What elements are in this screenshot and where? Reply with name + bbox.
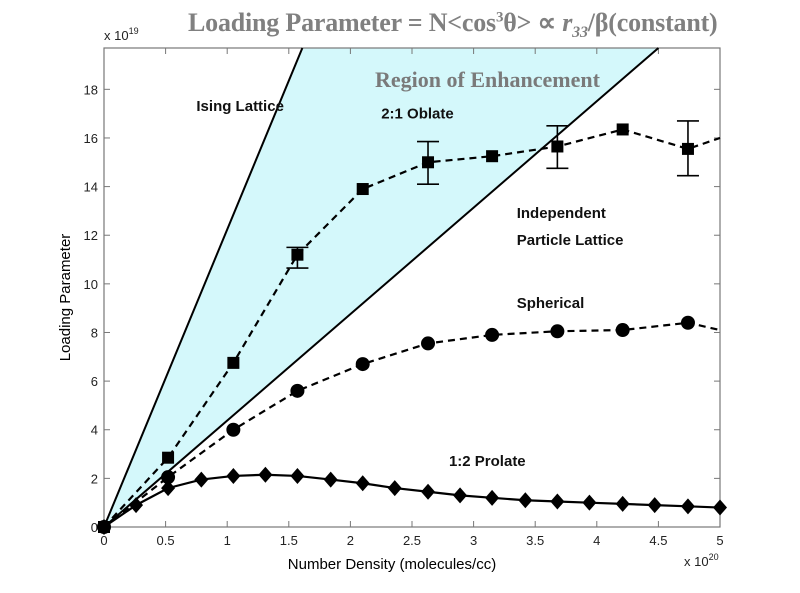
- annotation-2-1-oblate: 2:1 Oblate: [381, 106, 454, 123]
- circle-marker: [355, 357, 370, 372]
- square-marker: [291, 248, 304, 261]
- square-marker: [486, 150, 499, 163]
- y-axis-label: Loading Parameter: [57, 234, 74, 362]
- circle-marker: [226, 422, 241, 437]
- y-tick-label: 16: [84, 131, 98, 146]
- diamond-marker: [194, 471, 209, 488]
- square-marker: [551, 140, 564, 153]
- annotation-independent: Independent: [517, 205, 606, 222]
- circle-marker: [615, 323, 630, 338]
- annotation-spherical: Spherical: [517, 295, 585, 312]
- diamond-marker: [485, 489, 500, 506]
- x-multiplier: x 1020: [684, 552, 719, 569]
- diamond-marker: [582, 494, 597, 511]
- x-tick-label: 0.5: [157, 533, 175, 548]
- diamond-marker: [550, 493, 565, 510]
- diamond-marker: [226, 467, 241, 484]
- series-line-1-2-prolate: [103, 473, 721, 528]
- y-tick-label: 6: [91, 374, 98, 389]
- diamond-marker: [647, 497, 662, 514]
- x-tick-label: 5: [716, 533, 723, 548]
- annotation-particle-lattice: Particle Lattice: [517, 232, 624, 249]
- diamond-marker: [290, 467, 305, 484]
- circle-marker: [680, 315, 695, 330]
- square-marker: [227, 356, 240, 369]
- annotation-1-2-prolate: 1:2 Prolate: [449, 453, 526, 470]
- circle-marker: [161, 470, 176, 485]
- x-tick-label: 0: [100, 533, 107, 548]
- diamond-marker: [518, 492, 533, 509]
- circle-marker: [421, 336, 436, 351]
- diamond-marker: [97, 519, 111, 535]
- y-tick-label: 18: [84, 82, 98, 97]
- x-tick-label: 2.5: [403, 533, 421, 548]
- series-line-ising-lattice: [103, 47, 304, 528]
- diamond-marker: [713, 499, 727, 516]
- square-marker: [616, 123, 629, 136]
- diamond-marker: [355, 475, 370, 492]
- x-tick-label: 2: [347, 533, 354, 548]
- y-tick-label: 14: [84, 180, 98, 195]
- diamond-marker: [323, 471, 338, 488]
- x-tick-label: 1: [224, 533, 231, 548]
- diamond-marker: [129, 497, 144, 514]
- x-tick-label: 3: [470, 533, 477, 548]
- y-tick-label: 0: [91, 520, 98, 535]
- diamond-marker: [615, 495, 630, 512]
- y-tick-label: 4: [91, 423, 98, 438]
- annotation-ising-lattice: Ising Lattice: [196, 98, 284, 115]
- x-tick-label: 4: [593, 533, 600, 548]
- diamond-marker: [161, 480, 176, 497]
- x-tick-label: 1.5: [280, 533, 298, 548]
- chart-title: Loading Parameter = N<cos3θ> ∝ r33/β(con…: [188, 8, 718, 42]
- circle-marker: [485, 327, 500, 342]
- y-tick-label: 2: [91, 471, 98, 486]
- y-tick-label: 12: [84, 228, 98, 243]
- circle-marker: [290, 383, 305, 398]
- square-marker: [162, 451, 175, 464]
- diamond-marker: [453, 487, 468, 504]
- x-tick-label: 4.5: [649, 533, 667, 548]
- diamond-marker: [421, 483, 436, 500]
- y-tick-label: 8: [91, 325, 98, 340]
- annotation-region-of-enhancement: Region of Enhancement: [375, 67, 601, 92]
- circle-marker: [550, 324, 565, 339]
- diamond-marker: [680, 498, 695, 515]
- diamond-marker: [258, 466, 273, 483]
- x-tick-label: 3.5: [526, 533, 544, 548]
- y-multiplier: x 1019: [104, 26, 139, 43]
- y-tick-label: 10: [84, 277, 98, 292]
- square-marker: [356, 183, 369, 196]
- square-marker: [422, 156, 435, 169]
- square-marker: [681, 142, 694, 155]
- diamond-marker: [387, 480, 402, 497]
- series-line-independent-particle-lattice: [103, 47, 660, 528]
- x-axis-label: Number Density (molecules/cc): [288, 556, 496, 573]
